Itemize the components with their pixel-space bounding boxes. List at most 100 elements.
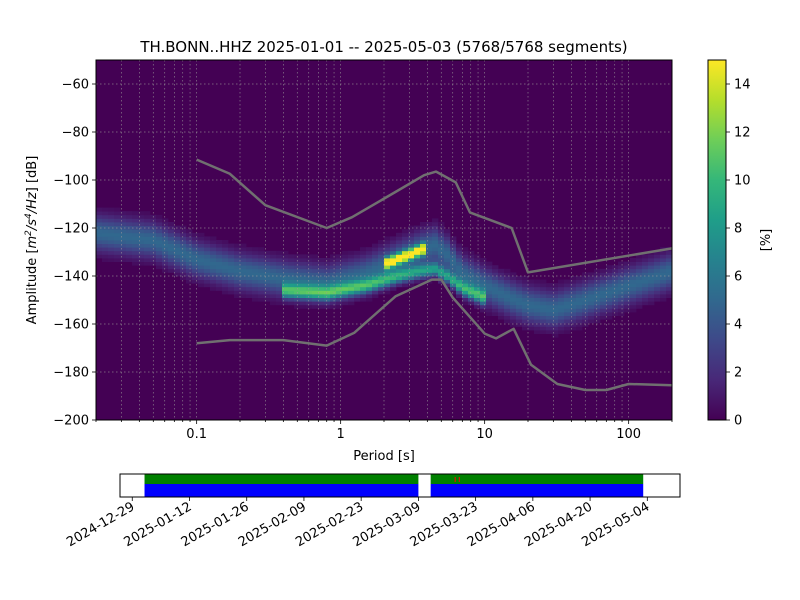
density-cell: [246, 261, 253, 266]
ylabel-hz: /Hz: [25, 191, 40, 214]
density-cell: [546, 283, 553, 288]
density-cell: [180, 258, 187, 262]
density-cell: [648, 272, 655, 277]
density-cell: [168, 265, 175, 270]
density-cell: [168, 232, 175, 237]
density-cell: [150, 240, 157, 244]
density-cell: [168, 229, 175, 234]
density-cell: [612, 272, 619, 277]
density-cell: [450, 279, 457, 284]
density-cell: [330, 286, 337, 291]
density-cell: [258, 294, 265, 298]
density-cell: [612, 297, 619, 302]
density-cell: [336, 290, 343, 295]
density-cell: [444, 254, 451, 259]
density-cell: [96, 250, 103, 255]
density-cell: [504, 268, 511, 273]
density-cell: [348, 286, 355, 291]
density-cell: [198, 283, 205, 288]
density-cell: [144, 214, 151, 219]
density-cell: [516, 279, 523, 284]
density-cell: [306, 279, 313, 284]
density-cell: [456, 279, 463, 284]
density-cell: [210, 236, 217, 241]
density-cell: [288, 265, 295, 270]
density-cell: [282, 279, 289, 284]
density-cell: [558, 297, 565, 302]
density-cell: [300, 276, 307, 280]
density-cell: [456, 294, 463, 298]
density-cell: [156, 243, 163, 248]
density-cell: [156, 232, 163, 237]
density-cell: [408, 276, 415, 280]
density-cell: [408, 229, 415, 234]
density-cell: [450, 268, 457, 273]
density-cell: [300, 261, 307, 266]
density-cell: [324, 272, 331, 277]
density-cell: [270, 268, 277, 273]
density-cell: [642, 279, 649, 284]
density-cell: [390, 236, 397, 241]
density-cell: [228, 286, 235, 291]
density-cell: [636, 297, 643, 302]
density-cell: [306, 265, 313, 270]
density-cell: [132, 211, 139, 216]
density-cell: [390, 250, 397, 255]
density-cell: [438, 229, 445, 234]
density-cell: [588, 304, 595, 309]
density-cell: [426, 272, 433, 277]
density-cell: [492, 279, 499, 284]
density-cell: [408, 258, 415, 262]
density-cell: [624, 301, 631, 306]
density-cell: [138, 232, 145, 237]
density-cell: [474, 290, 481, 295]
density-cell: [174, 247, 181, 252]
density-cell: [108, 229, 115, 234]
density-cell: [594, 283, 601, 288]
density-cell: [216, 247, 223, 252]
density-cell: [354, 258, 361, 262]
density-cell: [240, 258, 247, 262]
density-cell: [522, 308, 529, 313]
density-cell: [666, 268, 673, 273]
density-cell: [432, 276, 439, 280]
density-cell: [414, 247, 421, 252]
density-cell: [564, 286, 571, 291]
density-cell: [474, 297, 481, 302]
density-cell: [360, 254, 367, 259]
density-cell: [336, 261, 343, 266]
density-cell: [624, 286, 631, 291]
density-cell: [462, 276, 469, 280]
density-cell: [234, 276, 241, 280]
density-cell: [330, 276, 337, 280]
density-cell: [366, 261, 373, 266]
density-cell: [216, 268, 223, 273]
density-cell: [600, 315, 607, 320]
density-cell: [354, 297, 361, 302]
density-cell: [618, 268, 625, 273]
density-cell: [342, 286, 349, 291]
density-cell: [156, 236, 163, 241]
density-cell: [138, 240, 145, 244]
density-cell: [324, 261, 331, 266]
density-cell: [264, 258, 271, 262]
density-cell: [276, 279, 283, 284]
density-cell: [510, 304, 517, 309]
density-cell: [648, 283, 655, 288]
density-cell: [258, 276, 265, 280]
density-cell: [252, 297, 259, 302]
density-cell: [612, 265, 619, 270]
density-cell: [540, 326, 547, 331]
density-cell: [216, 286, 223, 291]
density-cell: [444, 279, 451, 284]
density-cell: [384, 243, 391, 248]
density-cell: [654, 286, 661, 291]
density-cell: [300, 290, 307, 295]
psd-heatmap: 0.1 1 10 100 −60 −80 −100 −120 −140 −160 −180 −200: [53, 59, 673, 442]
density-cell: [300, 268, 307, 273]
density-cell: [414, 265, 421, 270]
density-cell: [576, 319, 583, 324]
density-cell: [648, 261, 655, 266]
density-cell: [666, 276, 673, 280]
density-cell: [432, 247, 439, 252]
